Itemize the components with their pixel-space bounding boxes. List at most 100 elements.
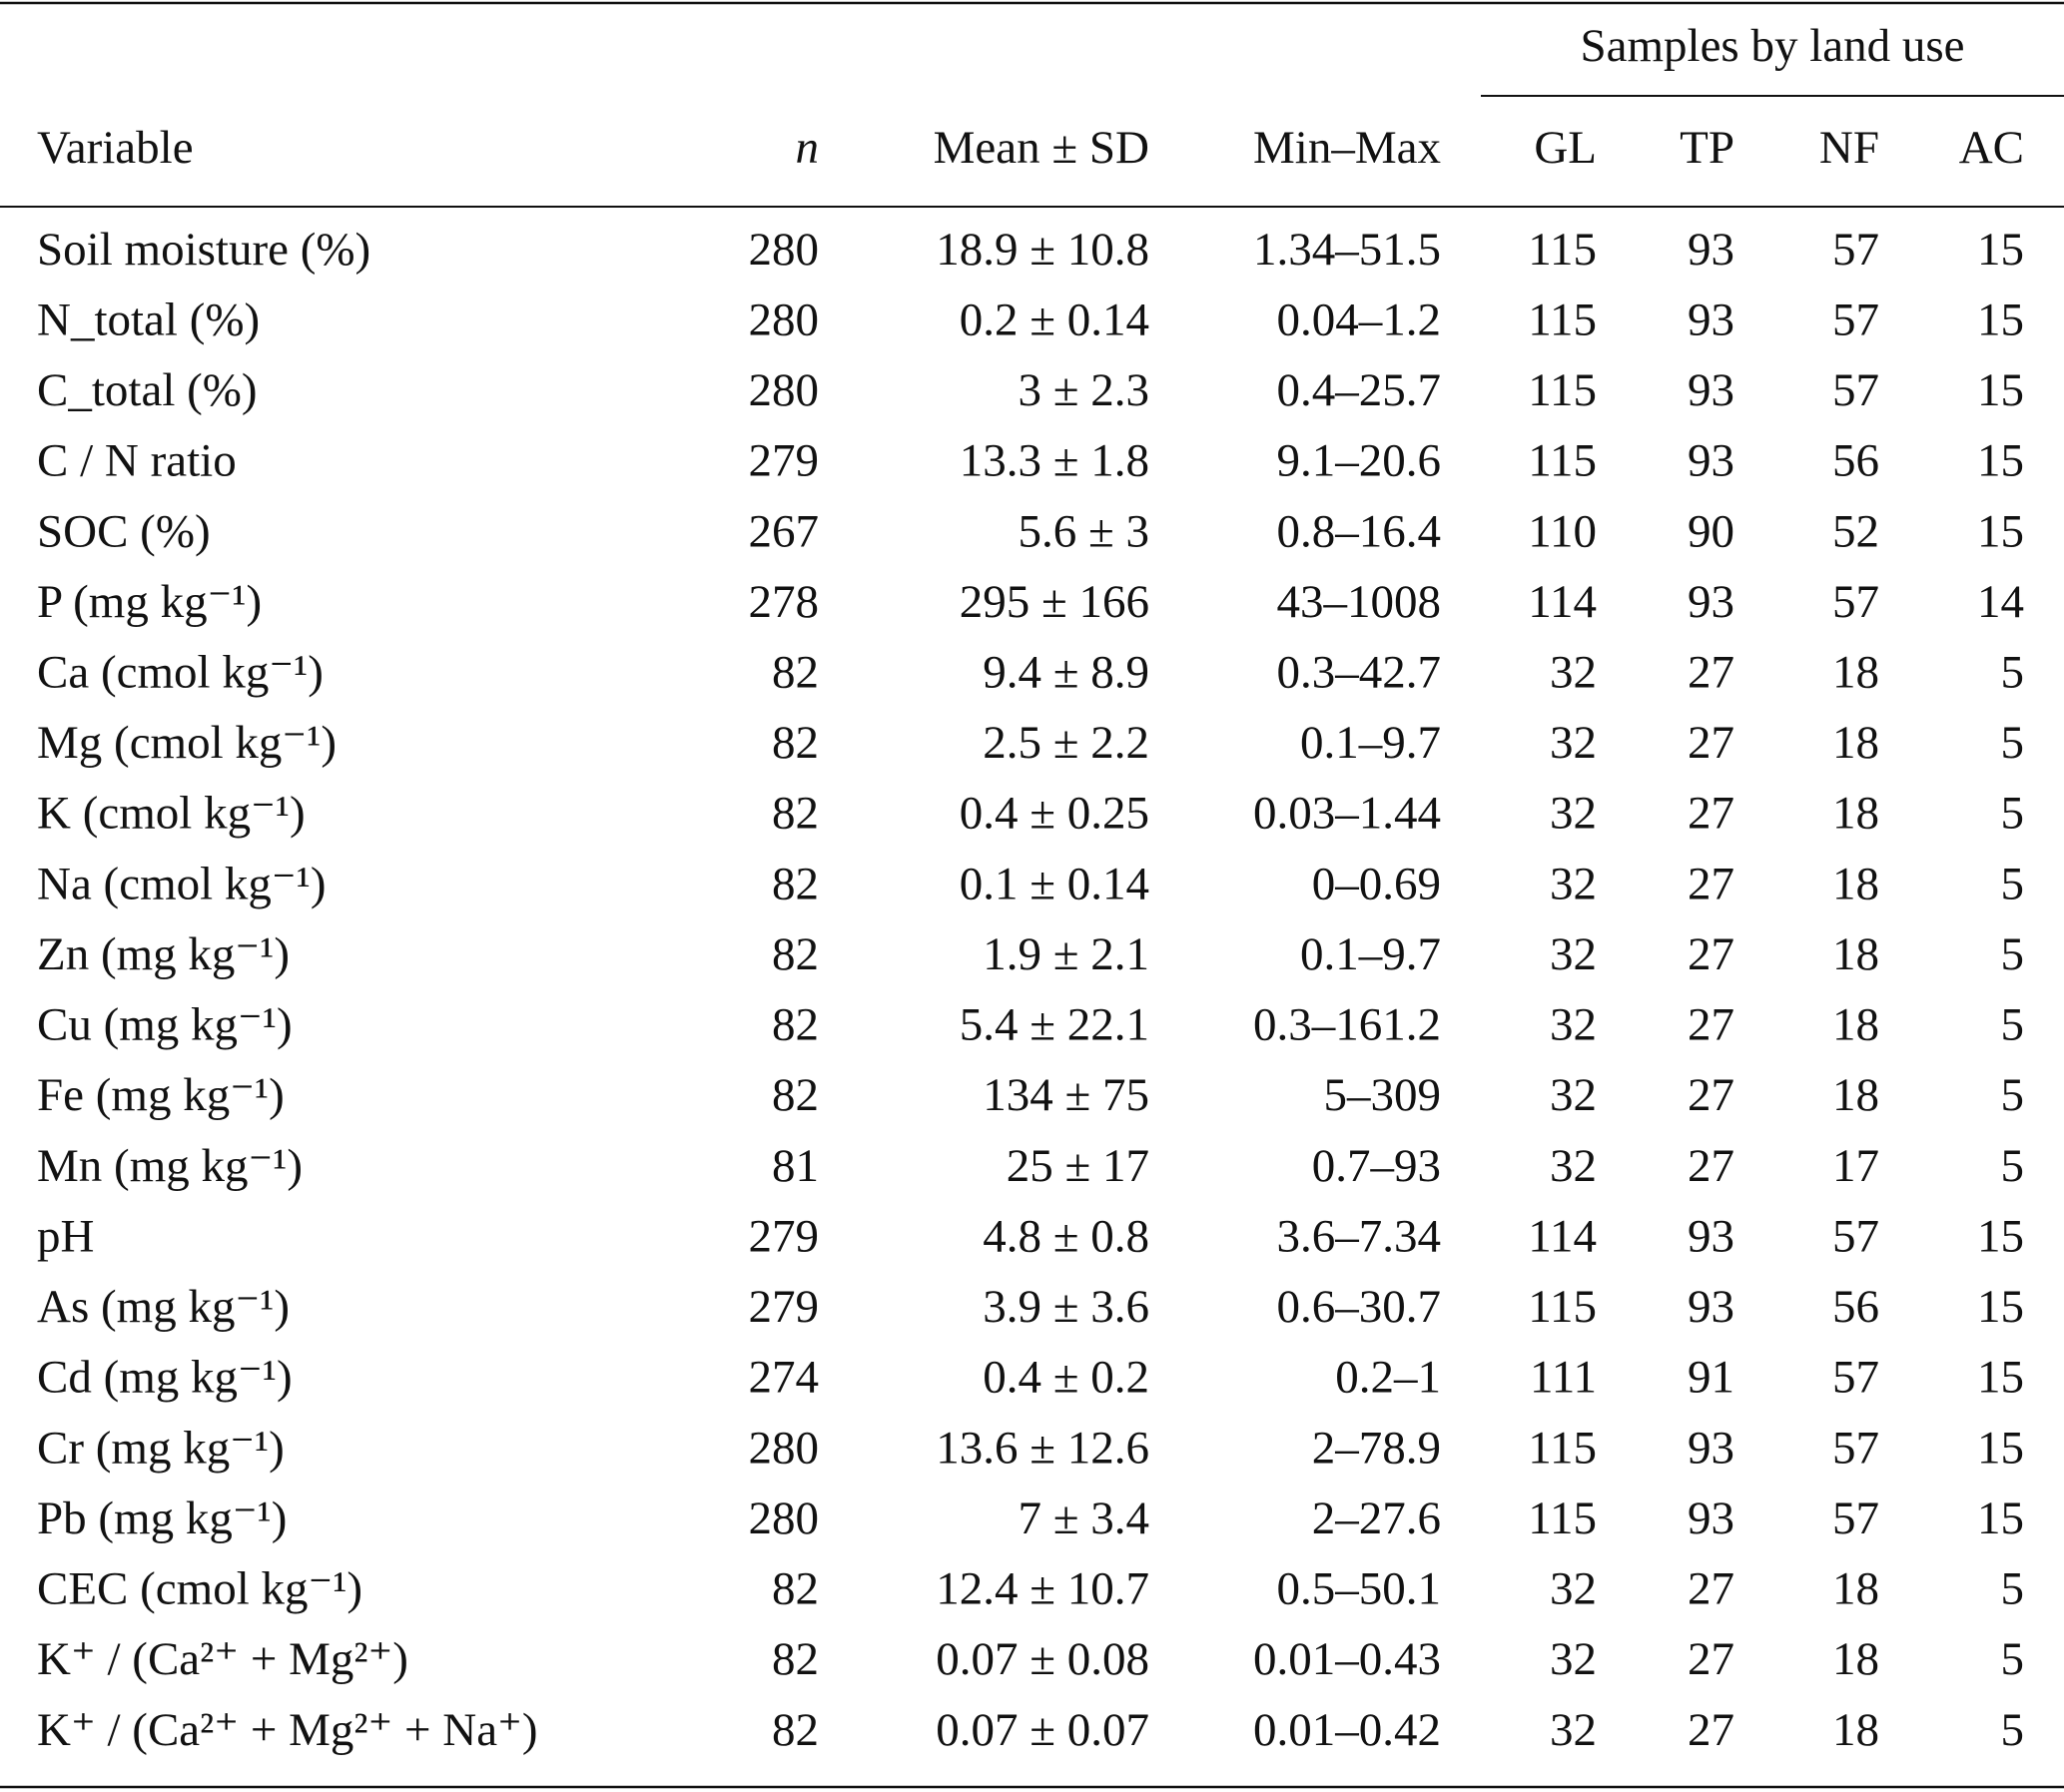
cell: 5 [2001,717,2025,769]
cell: 0.3–42.7 [1277,646,1442,698]
cell: 279 [749,435,820,487]
cell: 18 [1832,646,1879,698]
cell: 0.07 ± 0.07 [936,1704,1149,1756]
cell: 295 ± 166 [960,576,1149,628]
cell: 2–27.6 [1312,1493,1441,1544]
cell: 13.3 ± 1.8 [960,435,1149,487]
cell: 5 [2001,1563,2025,1615]
cell: 82 [772,1633,819,1685]
row-label: pH [37,1210,94,1262]
cell: 2.5 ± 2.2 [983,717,1149,769]
cell: 274 [749,1352,820,1404]
cell: 134 ± 75 [983,1069,1149,1121]
cell: 9.4 ± 8.9 [983,646,1149,698]
cell: 93 [1688,364,1734,416]
cell: 82 [772,1069,819,1121]
row-label: N_total (%) [37,294,260,345]
cell: 91 [1688,1352,1734,1404]
group-header: Samples by land use [1580,20,1964,72]
row-label: K (cmol kg⁻¹) [37,788,306,840]
cell: 3.6–7.34 [1277,1210,1442,1262]
row-label: Cr (mg kg⁻¹) [37,1422,285,1474]
cell: 12.4 ± 10.7 [936,1563,1149,1615]
column-header: GL [1534,122,1597,174]
cell: 52 [1832,505,1879,557]
cell: 32 [1550,1633,1597,1685]
row-label: P (mg kg⁻¹) [37,576,262,628]
cell: 27 [1688,1563,1734,1615]
cell: 18 [1832,999,1879,1051]
cell: 93 [1688,294,1734,345]
cell: 111 [1530,1352,1597,1404]
cell: 15 [1977,364,2024,416]
row-label: Mn (mg kg⁻¹) [37,1140,303,1192]
cell: 0.3–161.2 [1253,999,1441,1051]
cell: 110 [1528,505,1597,557]
cell: 57 [1832,1422,1879,1474]
cell: 27 [1688,646,1734,698]
cell: 0.4–25.7 [1277,364,1442,416]
cell: 115 [1528,364,1597,416]
cell: 15 [1977,294,2024,345]
cell: 32 [1550,788,1597,840]
cell: 3.9 ± 3.6 [983,1281,1149,1333]
cell: 18 [1832,717,1879,769]
cell: 0–0.69 [1312,858,1441,909]
cell: 280 [749,294,820,345]
row-label: C_total (%) [37,364,258,416]
cell: 27 [1688,788,1734,840]
cell: 279 [749,1210,820,1262]
cell: 82 [772,646,819,698]
cell: 3 ± 2.3 [1018,364,1149,416]
cell: 115 [1528,294,1597,345]
cell: 0.4 ± 0.2 [983,1352,1149,1404]
cell: 279 [749,1281,820,1333]
row-label: SOC (%) [37,505,211,557]
cell: 82 [772,1704,819,1756]
cell: 57 [1832,364,1879,416]
cell: 278 [749,576,820,628]
cell: 18 [1832,1704,1879,1756]
cell: 5 [2001,1704,2025,1756]
cell: 5 [2001,999,2025,1051]
row-label: Zn (mg kg⁻¹) [37,928,290,980]
cell: 27 [1688,1140,1734,1192]
cell: 115 [1528,1493,1597,1544]
row-label: K⁺ / (Ca²⁺ + Mg²⁺ + Na⁺) [37,1704,538,1756]
cell: 93 [1688,1422,1734,1474]
cell: 93 [1688,1493,1734,1544]
cell: 15 [1977,1493,2024,1544]
cell: 93 [1688,576,1734,628]
cell: 15 [1977,224,2024,276]
cell: 57 [1832,576,1879,628]
cell: 27 [1688,717,1734,769]
cell: 27 [1688,928,1734,980]
cell: 280 [749,224,820,276]
cell: 25 ± 17 [1007,1140,1149,1192]
cell: 56 [1832,1281,1879,1333]
cell: 93 [1688,435,1734,487]
cell: 82 [772,717,819,769]
cell: 27 [1688,1069,1734,1121]
cell: 90 [1688,505,1734,557]
cell: 18 [1832,788,1879,840]
row-label: As (mg kg⁻¹) [37,1281,290,1333]
cell: 32 [1550,1140,1597,1192]
cell: 115 [1528,224,1597,276]
cell: 0.8–16.4 [1277,505,1442,557]
cell: 280 [749,1493,820,1544]
cell: 32 [1550,858,1597,909]
cell: 57 [1832,224,1879,276]
cell: 15 [1977,1210,2024,1262]
column-header: Mean ± SD [934,122,1149,174]
cell: 5 [2001,1633,2025,1685]
cell: 5 [2001,788,2025,840]
cell: 15 [1977,1281,2024,1333]
cell: 27 [1688,1633,1734,1685]
cell: 18 [1832,1633,1879,1685]
cell: 32 [1550,1704,1597,1756]
cell: 0.2–1 [1335,1352,1441,1404]
row-label: Ca (cmol kg⁻¹) [37,646,324,698]
